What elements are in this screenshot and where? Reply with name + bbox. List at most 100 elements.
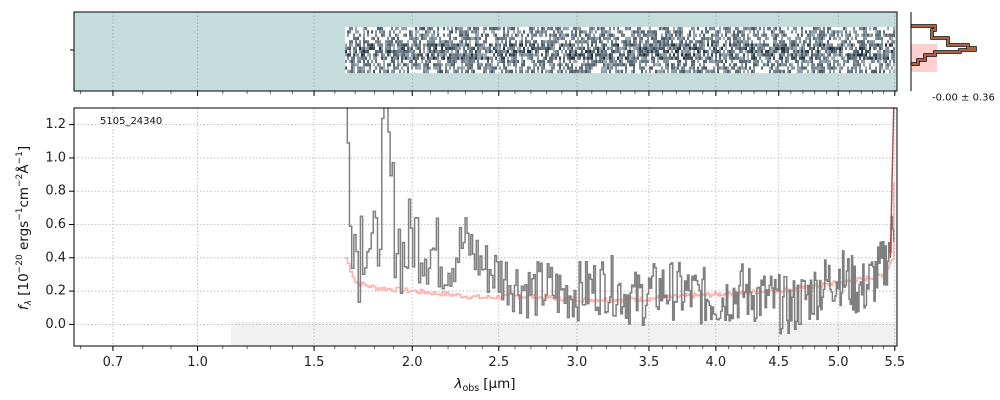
heatmap-cell — [677, 56, 680, 61]
heatmap-cell — [855, 53, 858, 57]
heatmap-cell — [429, 59, 432, 64]
heatmap-cell — [547, 59, 550, 64]
heatmap-cell — [357, 66, 360, 70]
heatmap-cell — [865, 53, 868, 57]
heatmap-cell — [481, 46, 484, 51]
heatmap-cell — [599, 50, 602, 54]
heatmap-cell — [443, 56, 446, 61]
heatmap-cell — [793, 56, 796, 61]
heatmap-cell — [379, 40, 382, 44]
heatmap-cell — [479, 56, 482, 61]
heatmap-cell — [875, 46, 878, 51]
heatmap-cell — [513, 50, 516, 54]
heatmap-cell — [599, 56, 602, 61]
heatmap-cell — [859, 43, 862, 47]
heatmap-cell — [829, 46, 832, 51]
heatmap-cell — [455, 43, 458, 47]
heatmap-cell — [469, 63, 472, 67]
heatmap-cell — [887, 53, 890, 57]
heatmap-cell — [639, 27, 642, 31]
heatmap-cell — [481, 43, 484, 47]
heatmap-cell — [705, 69, 708, 74]
heatmap-cell — [873, 40, 876, 44]
heatmap-cell — [439, 59, 442, 64]
heatmap-cell — [571, 50, 574, 54]
heatmap-cell — [741, 66, 744, 70]
heatmap-cell — [601, 59, 604, 64]
heatmap-cell — [707, 56, 710, 61]
heatmap-cell — [367, 50, 370, 54]
heatmap-cell — [423, 56, 426, 61]
heatmap-cell — [619, 53, 622, 57]
heatmap-cell — [773, 69, 776, 74]
heatmap-cell — [387, 40, 390, 44]
heatmap-cell — [619, 69, 622, 74]
heatmap-cell — [485, 69, 488, 74]
heatmap-cell — [637, 56, 640, 61]
heatmap-cell — [663, 40, 666, 44]
heatmap-cell — [791, 30, 794, 34]
heatmap-cell — [887, 66, 890, 70]
heatmap-cell — [889, 50, 892, 54]
heatmap-cell — [493, 27, 496, 31]
heatmap-cell — [363, 56, 366, 61]
heatmap-cell — [683, 63, 686, 67]
heatmap-cell — [467, 66, 470, 70]
heatmap-cell — [517, 33, 520, 38]
heatmap-cell — [555, 27, 558, 31]
heatmap-cell — [525, 40, 528, 44]
heatmap-cell — [445, 53, 448, 57]
heatmap-cell — [387, 46, 390, 51]
heatmap-cell — [367, 63, 370, 67]
heatmap-cell — [529, 66, 532, 70]
heatmap-cell — [883, 30, 886, 34]
heatmap-cell — [423, 36, 426, 41]
heatmap-cell — [815, 66, 818, 70]
heatmap-cell — [683, 56, 686, 61]
heatmap-cell — [521, 36, 524, 41]
heatmap-cell — [775, 50, 778, 54]
heatmap-cell — [723, 27, 726, 31]
heatmap-cell — [735, 56, 738, 61]
x-tick-label: 3.5 — [639, 355, 660, 370]
heatmap-cell — [419, 63, 422, 67]
heatmap-cell — [613, 27, 616, 31]
heatmap-cell — [427, 69, 430, 74]
heatmap-cell — [481, 56, 484, 61]
heatmap-cell — [829, 66, 832, 70]
heatmap-cell — [823, 69, 826, 74]
heatmap-cell — [469, 40, 472, 44]
heatmap-cell — [865, 46, 868, 51]
heatmap-cell — [679, 27, 682, 31]
heatmap-cell — [627, 53, 630, 57]
heatmap-cell — [477, 43, 480, 47]
heatmap-cell — [497, 40, 500, 44]
heatmap-cell — [581, 66, 584, 70]
heatmap-cell — [359, 50, 362, 54]
heatmap-cell — [803, 50, 806, 54]
heatmap-cell — [667, 50, 670, 54]
profile-annotation: -0.00 ± 0.36 — [932, 92, 995, 103]
heatmap-cell — [863, 27, 866, 31]
heatmap-cell — [593, 46, 596, 51]
heatmap-cell — [469, 36, 472, 41]
heatmap-cell — [567, 46, 570, 51]
heatmap-cell — [711, 33, 714, 38]
heatmap-cell — [519, 46, 522, 51]
heatmap-cell — [735, 43, 738, 47]
heatmap-cell — [461, 36, 464, 41]
heatmap-cell — [703, 33, 706, 38]
heatmap-cell — [399, 50, 402, 54]
heatmap-cell — [787, 53, 790, 57]
heatmap-cell — [603, 30, 606, 34]
heatmap-cell — [463, 50, 466, 54]
heatmap-cell — [665, 56, 668, 61]
heatmap-cell — [835, 30, 838, 34]
heatmap-cell — [485, 46, 488, 51]
heatmap-cell — [863, 40, 866, 44]
heatmap-cell — [493, 30, 496, 34]
heatmap-cell — [517, 59, 520, 64]
heatmap-cell — [533, 53, 536, 57]
x-tick-label: 1.0 — [187, 355, 208, 370]
heatmap-cell — [849, 33, 852, 38]
